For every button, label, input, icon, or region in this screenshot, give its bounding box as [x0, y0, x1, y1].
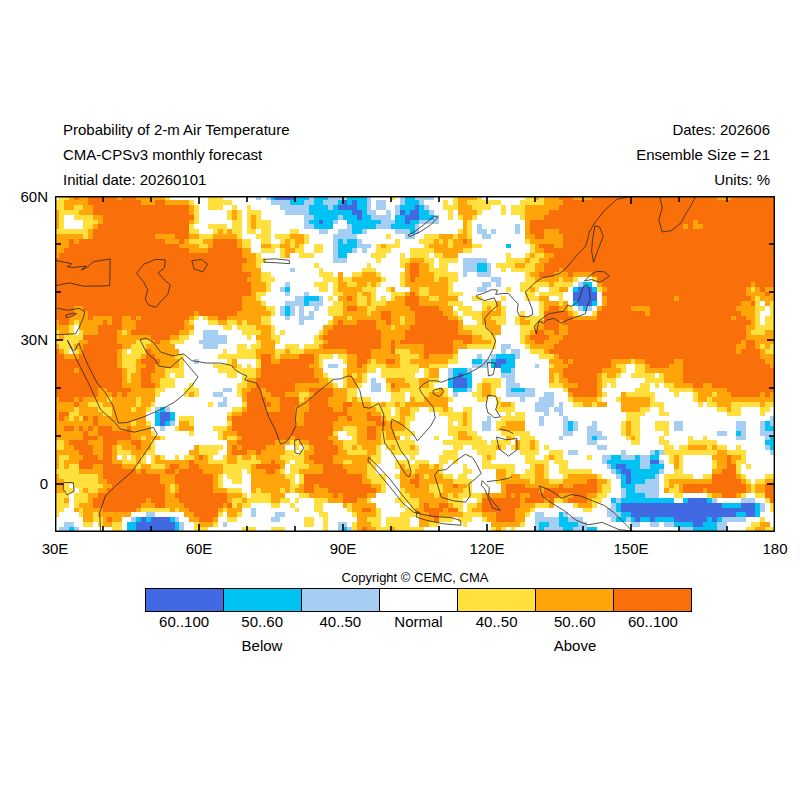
units: Units: %: [636, 167, 770, 192]
legend-label: 60..100: [145, 613, 223, 630]
lon-label-60e: 60E: [169, 540, 229, 557]
meta-block: Dates: 202606 Ensemble Size = 21 Units: …: [636, 117, 770, 192]
chart-subtitle: CMA-CPSv3 monthly forecast: [63, 142, 290, 167]
lat-label-0: 0: [0, 476, 48, 492]
legend-cell-above-60-100: [613, 589, 691, 611]
lon-label-120e: 120E: [457, 540, 517, 557]
title-block: Probability of 2-m Air Temperature CMA-C…: [63, 117, 290, 192]
forecast-chart-page: Probability of 2-m Air Temperature CMA-C…: [0, 0, 800, 800]
initial-date: Initial date: 20260101: [63, 167, 290, 192]
legend-cell-above-40-50: [457, 589, 535, 611]
legend-cell-below-40-50: [301, 589, 379, 611]
probability-map-canvas: [55, 196, 775, 532]
ensemble-size: Ensemble Size = 21: [636, 142, 770, 167]
legend-label: 40..50: [301, 613, 379, 630]
legend-cell-above-50-60: [535, 589, 613, 611]
legend-labels: 60..100 50..60 40..50 Normal 40..50 50..…: [145, 613, 692, 630]
legend-label: 40..50: [458, 613, 536, 630]
lon-label-150e: 150E: [601, 540, 661, 557]
lon-label-30e: 30E: [25, 540, 85, 557]
legend-label: 60..100: [614, 613, 692, 630]
legend-label: 50..60: [223, 613, 301, 630]
chart-title: Probability of 2-m Air Temperature: [63, 117, 290, 142]
legend-above-label: Above: [535, 637, 615, 654]
lat-label-60n: 60N: [0, 189, 48, 205]
legend-label: Normal: [379, 613, 457, 630]
legend-below-label: Below: [222, 637, 302, 654]
lat-label-30n: 30N: [0, 332, 48, 348]
copyright-text: Copyright © CEMC, CMA: [115, 570, 715, 585]
legend-label: 50..60: [536, 613, 614, 630]
lon-label-90e: 90E: [313, 540, 373, 557]
legend-cell-below-60-100: [146, 589, 223, 611]
dates: Dates: 202606: [636, 117, 770, 142]
legend-cell-below-50-60: [223, 589, 301, 611]
lon-label-180: 180: [745, 540, 800, 557]
legend-colorbar: [145, 588, 692, 612]
legend-cell-normal: [379, 589, 457, 611]
